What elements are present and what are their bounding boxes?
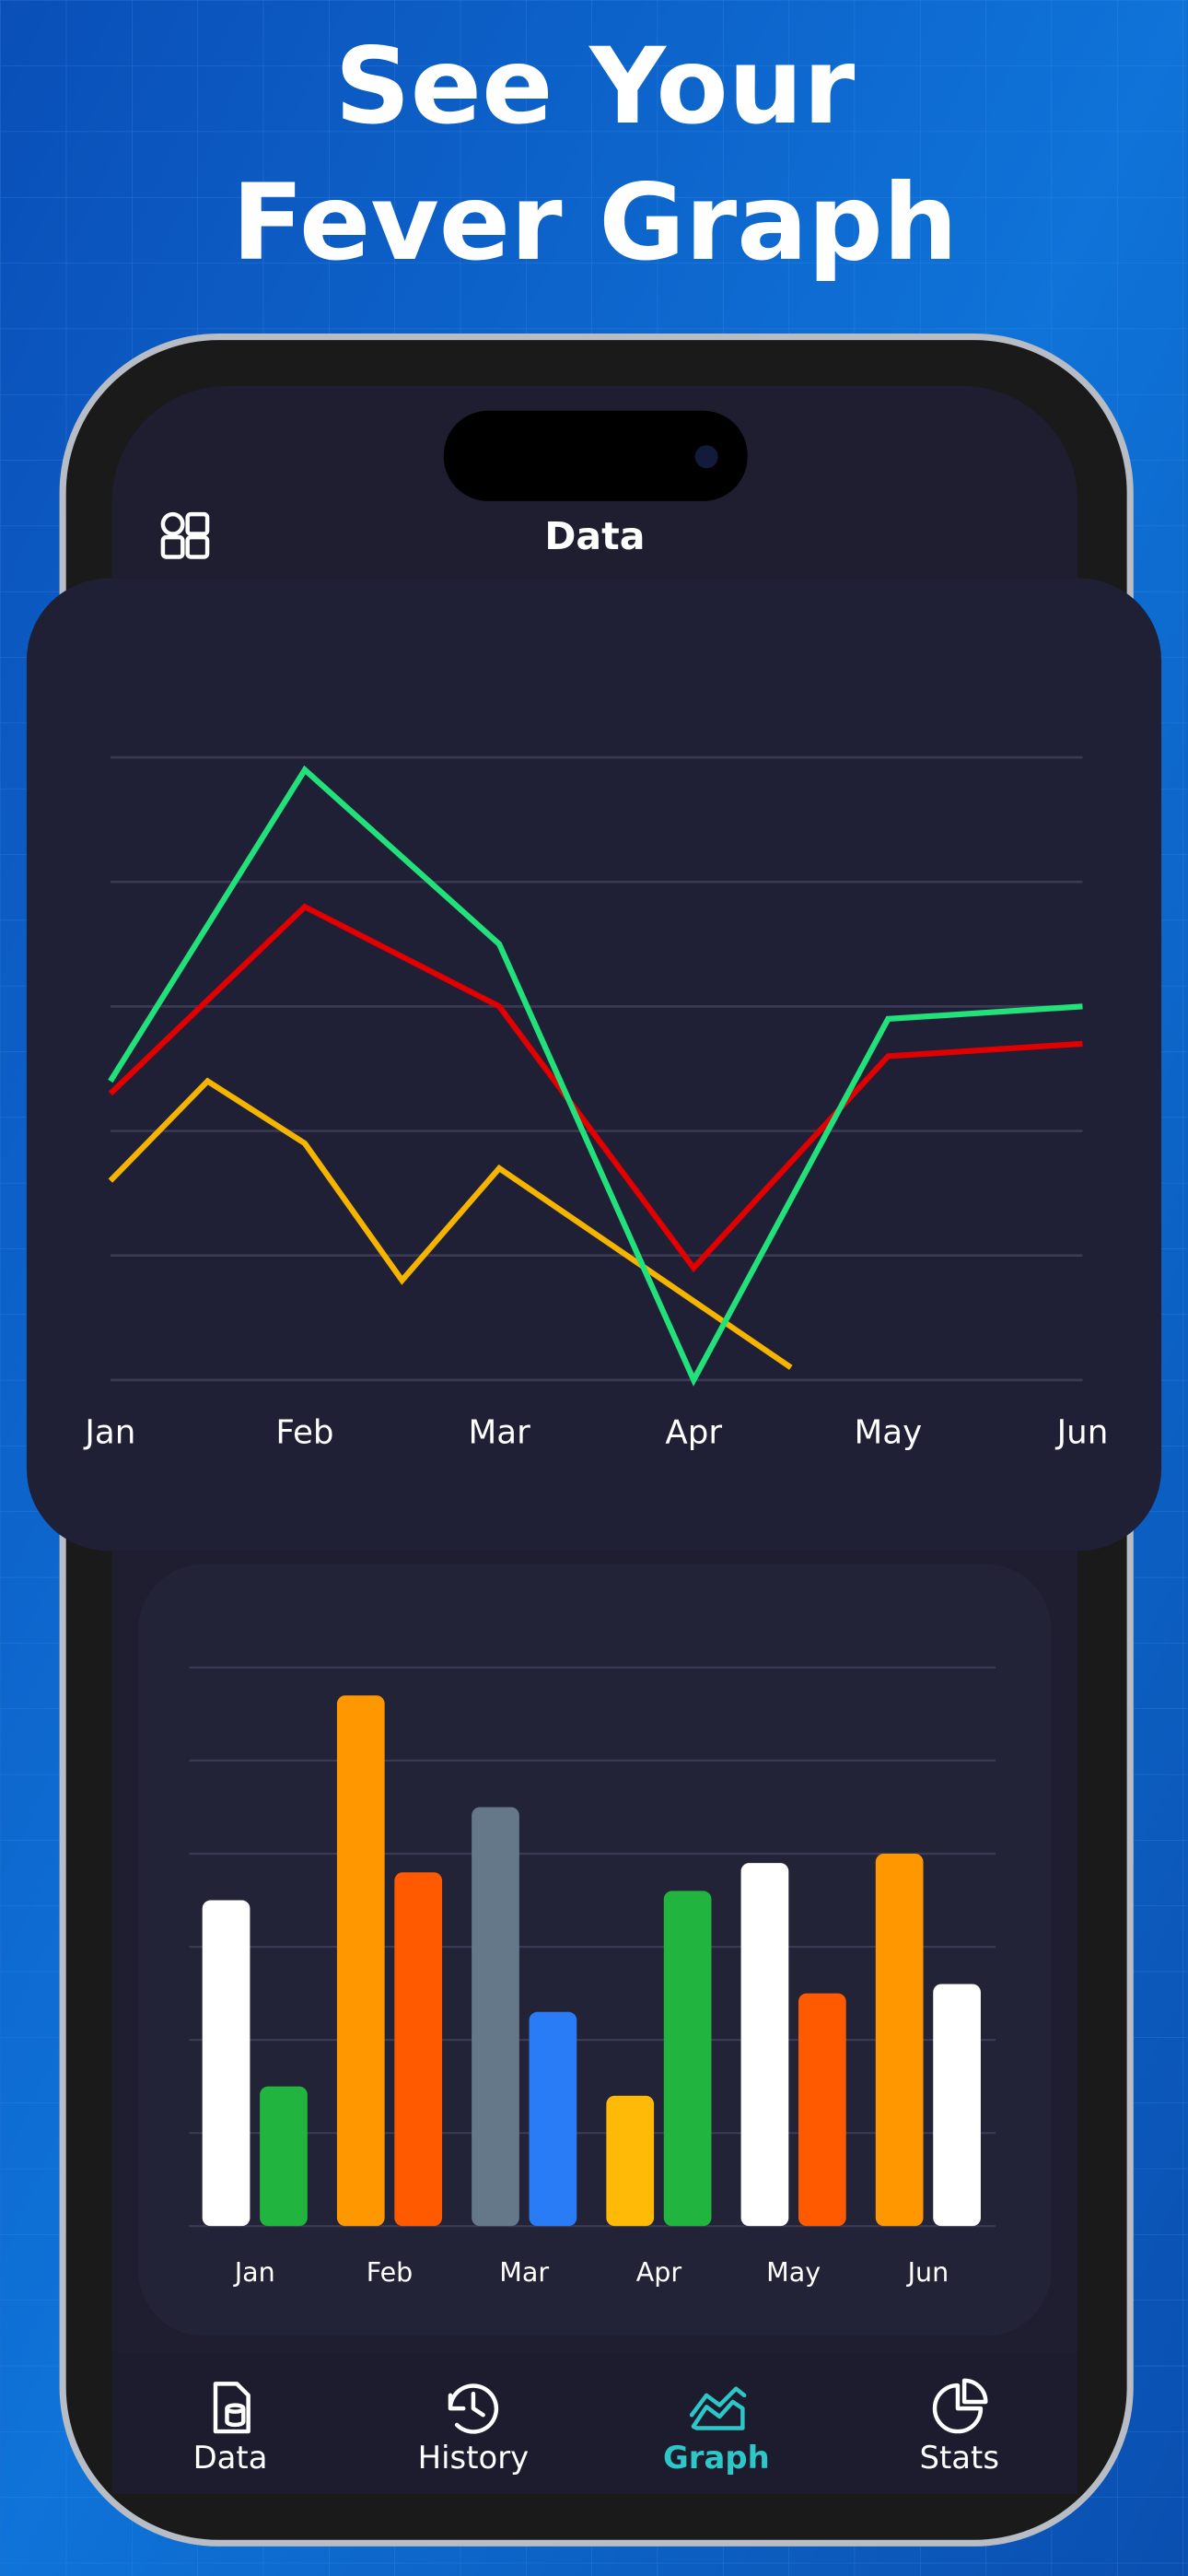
tab-icon[interactable] — [932, 2378, 988, 2434]
bar — [798, 1993, 846, 2227]
bar — [336, 1695, 385, 2227]
x-tick-label: Jan — [233, 2257, 275, 2288]
x-tick-label: Mar — [468, 1414, 530, 1452]
tab-label[interactable]: Graph — [663, 2440, 770, 2476]
tab-label[interactable]: Data — [193, 2440, 268, 2476]
line-series — [108, 765, 1083, 1387]
bar — [663, 1891, 712, 2227]
line-series — [108, 903, 1083, 1273]
bar — [529, 2011, 577, 2227]
headline: See Your — [335, 25, 856, 147]
tab-icon[interactable] — [689, 2386, 747, 2430]
x-tick-label: Jun — [906, 2257, 949, 2288]
x-tick-label: Mar — [499, 2257, 549, 2288]
tab-icon[interactable] — [213, 2382, 250, 2434]
x-tick-label: May — [766, 2257, 821, 2288]
tab-icon[interactable] — [448, 2383, 499, 2434]
app-bar-title: Data — [544, 514, 645, 558]
tab-bar — [111, 2352, 1078, 2494]
camera — [694, 445, 718, 469]
bar — [202, 1900, 250, 2227]
bar — [740, 1863, 789, 2227]
headline: Fever Graph — [232, 161, 958, 284]
tab-label[interactable]: Stats — [920, 2440, 999, 2476]
bar — [606, 2095, 655, 2227]
bar — [472, 1807, 519, 2227]
bar — [933, 1984, 981, 2227]
x-tick-label: May — [855, 1414, 923, 1452]
x-tick-label: Feb — [275, 1414, 333, 1452]
dynamic-island — [443, 410, 748, 501]
line-chart-card — [26, 578, 1162, 1551]
x-tick-label: Jun — [1055, 1414, 1109, 1452]
line-series — [108, 1077, 793, 1370]
x-tick-label: Feb — [367, 2257, 413, 2288]
x-tick-label: Jan — [83, 1414, 135, 1452]
tab-label[interactable]: History — [418, 2440, 530, 2476]
bar — [875, 1854, 924, 2227]
x-tick-label: Apr — [665, 1414, 722, 1452]
bar — [394, 1872, 443, 2227]
x-tick-label: Apr — [636, 2257, 682, 2288]
menu-icon[interactable] — [160, 511, 210, 559]
bar — [260, 2086, 308, 2227]
